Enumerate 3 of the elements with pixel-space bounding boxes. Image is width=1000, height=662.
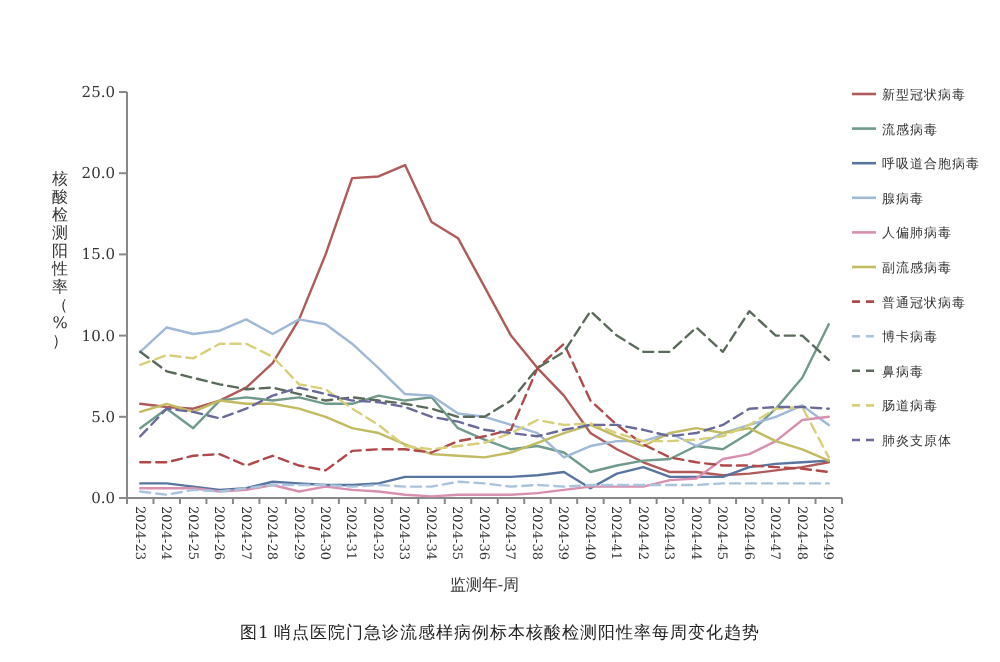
- x-axis-title: 监测年-周: [449, 576, 520, 594]
- caption: 图1 哨点医院门急诊流感样病例标本核酸检测阳性率每周变化趋势: [239, 622, 761, 644]
- ylabel: 核酸检测阳性率（%）: [52, 170, 68, 350]
